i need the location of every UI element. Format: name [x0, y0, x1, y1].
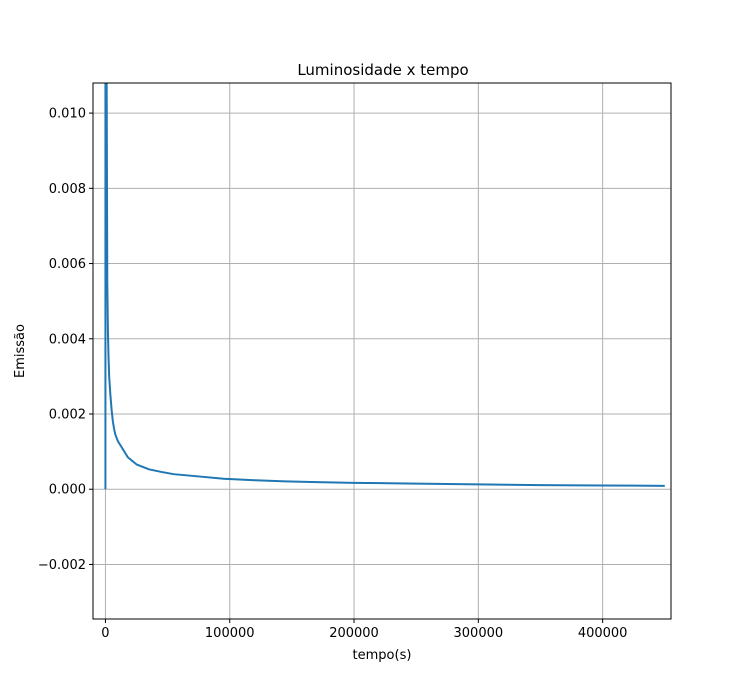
series-layer: [104, 83, 665, 490]
y-tick-label: 0.008: [49, 182, 86, 197]
y-tick-label: 0.002: [49, 408, 86, 423]
x-tick-label: 0: [101, 626, 109, 641]
y-axis-label: Emissão: [13, 324, 28, 378]
x-axis: 0 100000 200000 300000 400000: [101, 619, 627, 641]
y-tick-label: 0.000: [49, 483, 86, 498]
y-tick-label: −0.002: [38, 558, 86, 573]
x-tick-label: 300000: [454, 626, 504, 641]
grid: [93, 83, 671, 619]
y-axis: −0.002 0.000 0.002 0.004 0.006 0.008 0.010: [38, 107, 93, 573]
series-line: [104, 83, 665, 490]
x-axis-label: tempo(s): [353, 648, 412, 663]
y-tick-label: 0.004: [49, 332, 86, 347]
x-tick-label: 200000: [329, 626, 379, 641]
y-tick-label: 0.006: [49, 257, 86, 272]
x-tick-label: 400000: [578, 626, 628, 641]
plot-frame: [92, 82, 672, 620]
y-tick-label: 0.010: [49, 107, 86, 122]
x-tick-label: 100000: [205, 626, 255, 641]
chart-title: Luminosidade x tempo: [297, 61, 468, 79]
